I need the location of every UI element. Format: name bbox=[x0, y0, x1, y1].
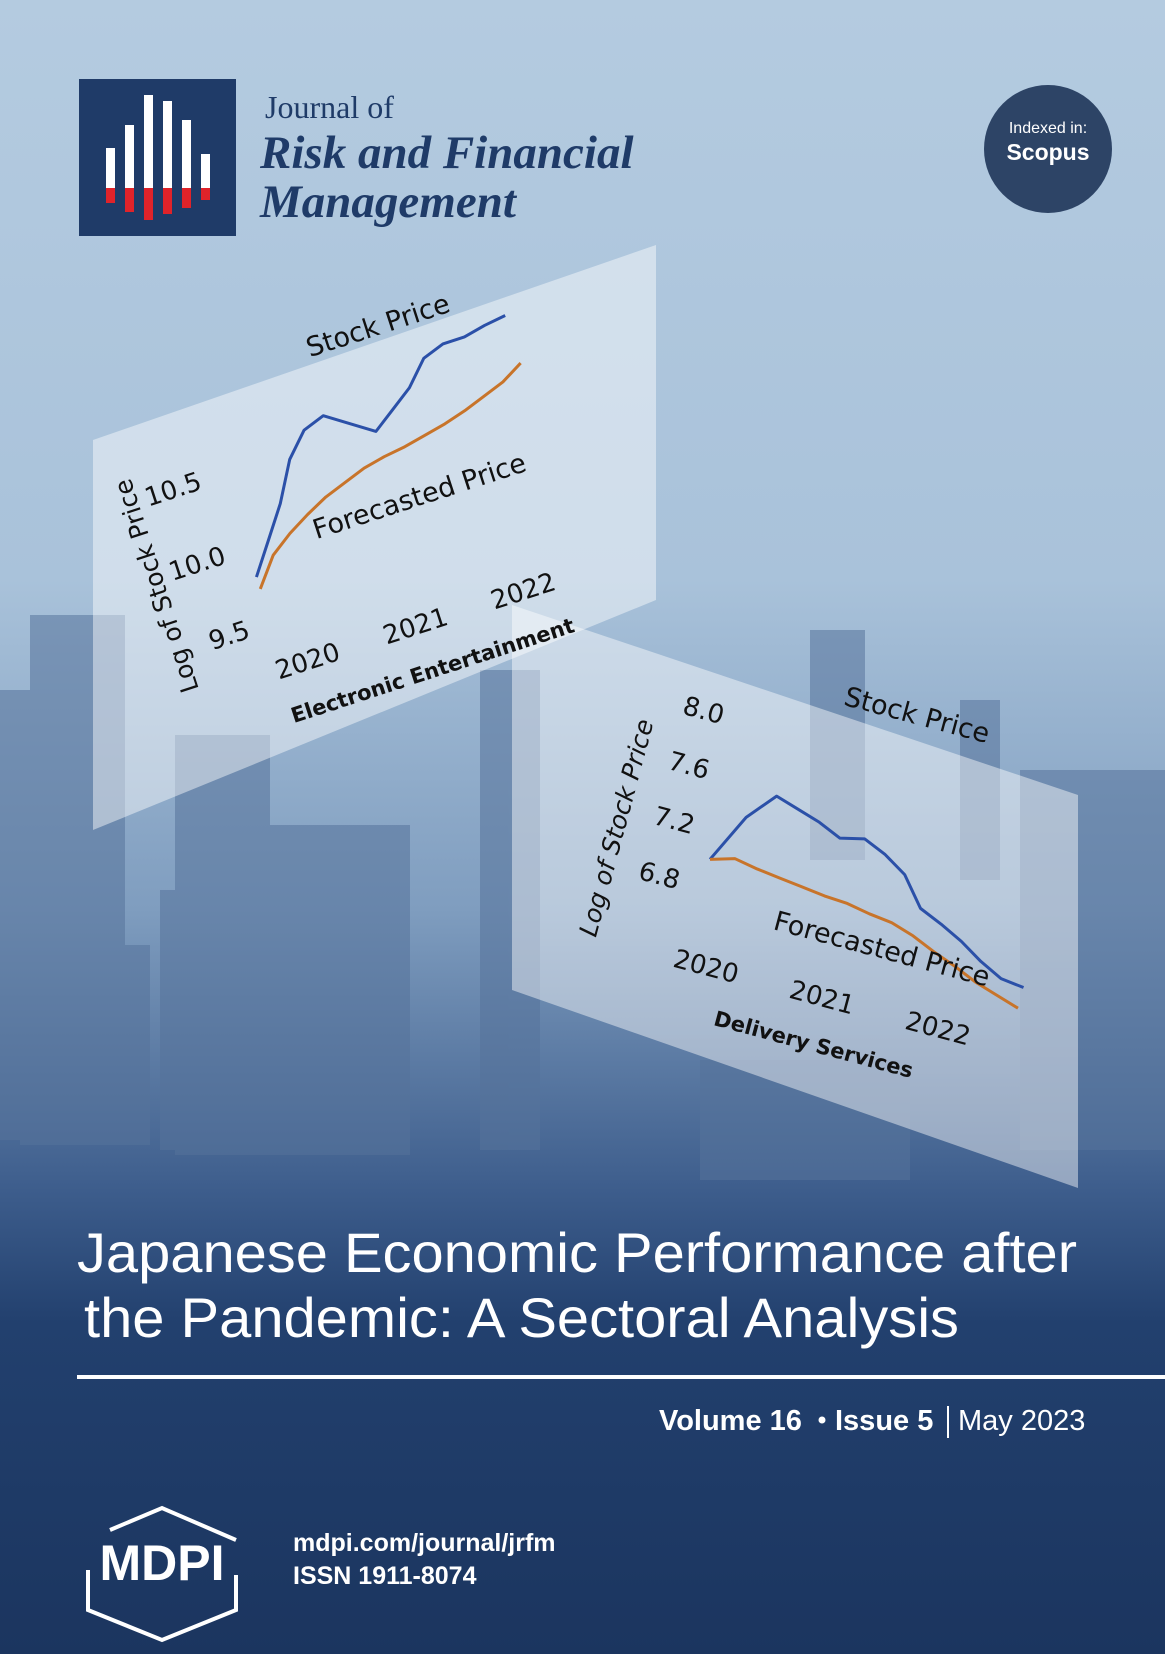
divider bbox=[77, 1375, 1165, 1379]
index-badge bbox=[984, 85, 1112, 213]
price-line bbox=[709, 857, 1019, 1010]
journal-name: Risk and Financial bbox=[259, 127, 634, 179]
badge-text: Indexed in: bbox=[1009, 120, 1087, 137]
price-line bbox=[708, 794, 1025, 989]
cover-title: the Pandemic: A Sectoral Analysis bbox=[84, 1286, 959, 1349]
volume: Volume 16 bbox=[659, 1405, 802, 1437]
price-line bbox=[258, 362, 522, 590]
journal-name: Journal of bbox=[265, 89, 394, 125]
badge-text: Scopus bbox=[1006, 139, 1089, 165]
chart-panel bbox=[512, 605, 1078, 1188]
separator bbox=[947, 1406, 949, 1438]
journal-url: mdpi.com/journal/jrfm bbox=[293, 1529, 556, 1557]
issue-number: Issue 5 bbox=[835, 1405, 933, 1437]
journal-name: Management bbox=[259, 176, 518, 228]
issn: ISSN 1911-8074 bbox=[293, 1562, 477, 1590]
cover-title: Japanese Economic Performance after bbox=[77, 1221, 1077, 1284]
city-skyline bbox=[0, 615, 1165, 1180]
issue-info: Volume 16 Issue 5 May 2023 bbox=[659, 1405, 1085, 1438]
journal-logo bbox=[79, 79, 236, 236]
separator bbox=[818, 1416, 826, 1424]
publisher-name: MDPI bbox=[100, 1535, 225, 1591]
chart-panel bbox=[93, 245, 656, 830]
publisher-logo: MDPI bbox=[86, 1505, 238, 1643]
issue-date: May 2023 bbox=[958, 1405, 1085, 1437]
price-line bbox=[255, 314, 506, 578]
